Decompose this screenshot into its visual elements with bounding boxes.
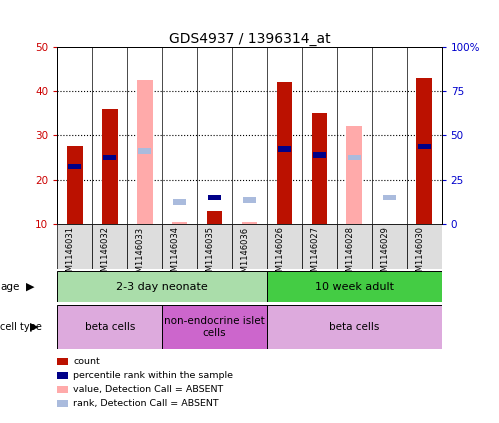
FancyBboxPatch shape bbox=[197, 224, 232, 269]
Text: GSM1146030: GSM1146030 bbox=[415, 226, 424, 283]
FancyBboxPatch shape bbox=[337, 224, 372, 269]
Bar bbox=[137, 80, 153, 224]
FancyBboxPatch shape bbox=[57, 224, 92, 269]
Text: GSM1146029: GSM1146029 bbox=[380, 226, 389, 282]
Text: GSM1146034: GSM1146034 bbox=[171, 226, 180, 283]
Text: percentile rank within the sample: percentile rank within the sample bbox=[73, 371, 233, 380]
Text: GSM1146031: GSM1146031 bbox=[66, 226, 75, 283]
FancyBboxPatch shape bbox=[127, 224, 162, 269]
Text: ▶: ▶ bbox=[26, 282, 34, 291]
Text: GSM1146032: GSM1146032 bbox=[101, 226, 110, 283]
Bar bbox=[278, 146, 291, 151]
Bar bbox=[208, 195, 221, 201]
Text: age: age bbox=[0, 282, 20, 291]
FancyBboxPatch shape bbox=[372, 224, 407, 269]
Title: GDS4937 / 1396314_at: GDS4937 / 1396314_at bbox=[169, 31, 330, 46]
Bar bbox=[207, 211, 223, 224]
Text: GSM1146028: GSM1146028 bbox=[345, 226, 354, 283]
Bar bbox=[383, 195, 396, 201]
FancyBboxPatch shape bbox=[92, 224, 127, 269]
Bar bbox=[242, 222, 257, 224]
FancyBboxPatch shape bbox=[162, 305, 267, 349]
FancyBboxPatch shape bbox=[302, 224, 337, 269]
Bar bbox=[418, 143, 431, 149]
Bar bbox=[68, 164, 81, 169]
FancyBboxPatch shape bbox=[232, 224, 267, 269]
Bar bbox=[416, 78, 432, 224]
Bar bbox=[102, 109, 118, 224]
Text: GSM1146027: GSM1146027 bbox=[310, 226, 319, 283]
FancyBboxPatch shape bbox=[267, 305, 442, 349]
FancyBboxPatch shape bbox=[407, 224, 442, 269]
Bar bbox=[348, 155, 361, 160]
Bar bbox=[243, 197, 256, 203]
Bar bbox=[313, 152, 326, 158]
Text: 10 week adult: 10 week adult bbox=[315, 282, 394, 291]
FancyBboxPatch shape bbox=[267, 271, 442, 302]
Text: non-endocrine islet
cells: non-endocrine islet cells bbox=[164, 316, 265, 338]
Text: GSM1146035: GSM1146035 bbox=[206, 226, 215, 283]
Text: rank, Detection Call = ABSENT: rank, Detection Call = ABSENT bbox=[73, 399, 219, 408]
Bar bbox=[138, 148, 151, 154]
Bar bbox=[103, 155, 116, 160]
FancyBboxPatch shape bbox=[267, 224, 302, 269]
Text: ▶: ▶ bbox=[30, 322, 38, 332]
Text: beta cells: beta cells bbox=[329, 322, 379, 332]
Text: 2-3 day neonate: 2-3 day neonate bbox=[116, 282, 208, 291]
Bar bbox=[346, 126, 362, 224]
Bar bbox=[172, 222, 188, 224]
Text: GSM1146033: GSM1146033 bbox=[136, 226, 145, 283]
Text: beta cells: beta cells bbox=[85, 322, 135, 332]
Bar bbox=[67, 146, 83, 224]
Text: cell type: cell type bbox=[0, 322, 42, 332]
FancyBboxPatch shape bbox=[162, 224, 197, 269]
FancyBboxPatch shape bbox=[57, 305, 162, 349]
Bar bbox=[311, 113, 327, 224]
Text: GSM1146026: GSM1146026 bbox=[275, 226, 284, 283]
Bar bbox=[276, 82, 292, 224]
Text: value, Detection Call = ABSENT: value, Detection Call = ABSENT bbox=[73, 385, 224, 394]
Text: count: count bbox=[73, 357, 100, 366]
Bar bbox=[173, 199, 186, 205]
Text: GSM1146036: GSM1146036 bbox=[241, 226, 250, 283]
FancyBboxPatch shape bbox=[57, 271, 267, 302]
